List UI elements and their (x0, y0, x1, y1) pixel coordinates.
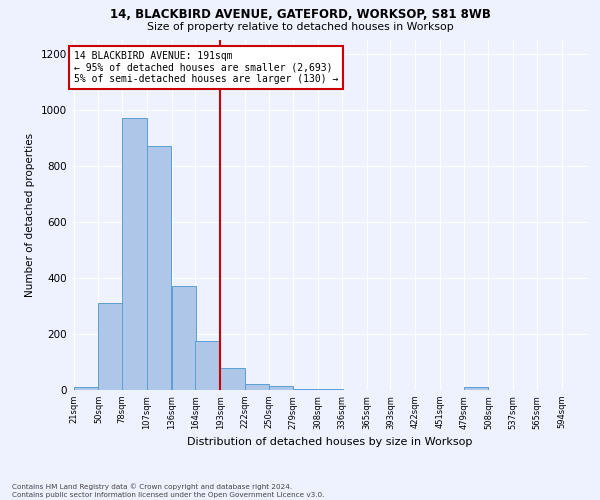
Bar (147, 146, 172, 390)
Bar (293, 388, 318, 390)
Y-axis label: Number of detached properties: Number of detached properties (25, 133, 35, 297)
Bar (245, 384, 269, 390)
Bar (74, 387, 98, 390)
Text: 14 BLACKBIRD AVENUE: 191sqm
← 95% of detached houses are smaller (2,693)
5% of s: 14 BLACKBIRD AVENUE: 191sqm ← 95% of det… (74, 51, 338, 84)
Bar (220, 368, 245, 390)
Bar (464, 387, 488, 390)
Bar (172, 286, 196, 390)
Text: Size of property relative to detached houses in Worksop: Size of property relative to detached ho… (146, 22, 454, 32)
Bar (98, 303, 123, 390)
Text: 14, BLACKBIRD AVENUE, GATEFORD, WORKSOP, S81 8WB: 14, BLACKBIRD AVENUE, GATEFORD, WORKSOP,… (110, 8, 490, 20)
Bar (122, 118, 146, 390)
Bar (196, 341, 220, 390)
Bar (269, 386, 293, 390)
Text: Contains HM Land Registry data © Crown copyright and database right 2024.
Contai: Contains HM Land Registry data © Crown c… (12, 484, 325, 498)
X-axis label: Distribution of detached houses by size in Worksop: Distribution of detached houses by size … (187, 437, 473, 447)
